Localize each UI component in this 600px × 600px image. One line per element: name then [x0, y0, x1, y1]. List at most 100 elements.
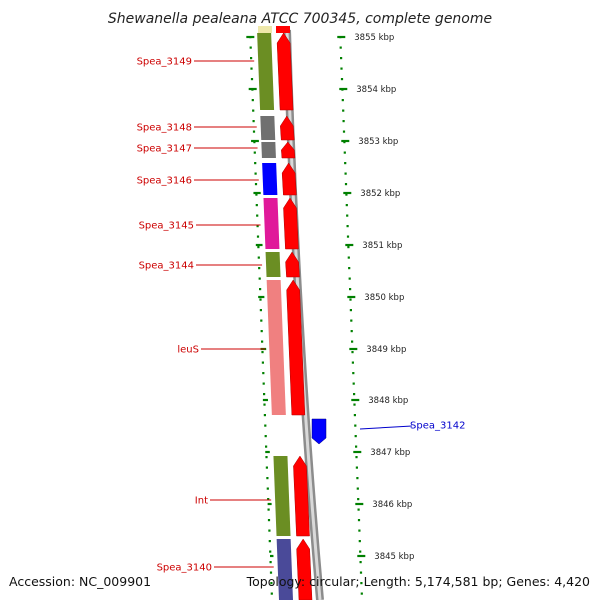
- outer-track-dot: [355, 445, 358, 448]
- outer-track-dot: [344, 183, 348, 186]
- inner-track-dot: [256, 214, 259, 217]
- inner-track-dot: [263, 414, 266, 417]
- inner-track-dot: [262, 372, 265, 375]
- gene-label: Spea_3148: [137, 123, 192, 134]
- inner-track-dot: [259, 298, 262, 301]
- outer-track-dot: [342, 130, 346, 133]
- outer-track-dot: [351, 361, 354, 364]
- accession-text: Accession: NC_009901: [9, 574, 152, 589]
- inner-track-dot: [259, 309, 262, 312]
- kbp-tick-label: 3854 kbp: [356, 85, 396, 95]
- outer-track-dot: [340, 57, 343, 60]
- outer-track-dot: [349, 288, 352, 291]
- gene-block: [260, 116, 276, 140]
- gene-label: Spea_3140: [157, 563, 212, 574]
- outer-track-dot: [356, 487, 359, 490]
- label-layer: Spea_3149 Spea_3148 Spea_3147 Spea_3146 Spea…: [137, 57, 466, 574]
- outer-track-dot: [345, 204, 348, 207]
- outer-track-dot: [357, 519, 361, 522]
- inner-track-dot: [260, 319, 263, 322]
- kbp-tick-label: 3848 kbp: [368, 396, 408, 406]
- gene-leader-line: [359, 425, 413, 430]
- outer-track-dot: [357, 508, 360, 511]
- inner-track-dot: [261, 340, 264, 343]
- outer-track-dot: [360, 592, 363, 595]
- outer-track-dot: [356, 477, 359, 480]
- outer-track-dot: [359, 561, 362, 564]
- outer-track-dot: [342, 120, 345, 123]
- inner-track-dot: [254, 183, 258, 186]
- inner-track-dot: [251, 99, 254, 102]
- outer-track-dot: [358, 540, 361, 543]
- gene-block: [257, 33, 275, 110]
- gene-block: [265, 252, 281, 277]
- outer-track-dot: [360, 582, 363, 585]
- inner-track-dot: [250, 78, 254, 81]
- kbp-tick-label: 3853 kbp: [358, 137, 398, 147]
- inner-track-dot: [252, 109, 255, 112]
- outer-track-dot: [349, 298, 352, 301]
- kbp-tick-label: 3847 kbp: [370, 448, 410, 458]
- outer-track-dot: [359, 550, 362, 553]
- outer-track-dot: [342, 109, 345, 112]
- inner-track-dot: [252, 120, 255, 123]
- outer-track-dot: [352, 382, 355, 385]
- outer-track-dot: [346, 235, 350, 238]
- inner-track-dot: [254, 162, 257, 165]
- inner-track-dot: [254, 172, 257, 175]
- outer-track-dot: [339, 46, 342, 49]
- inner-track-dot: [262, 382, 265, 385]
- outer-track-dot: [353, 393, 356, 396]
- gene-block: [262, 163, 278, 195]
- inner-track-dot: [255, 193, 258, 196]
- inner-track-dot: [261, 351, 264, 354]
- outer-track-dot: [352, 372, 355, 375]
- kbp-tick-label: 3852 kbp: [360, 189, 400, 199]
- inner-track-dot: [261, 361, 264, 364]
- gene-arrow: [281, 162, 297, 196]
- kbp-tick-label: 3846 kbp: [372, 500, 412, 510]
- gene-label: Spea_3147: [137, 144, 192, 155]
- inner-track-dot: [269, 571, 273, 574]
- inner-track-dot: [260, 330, 263, 333]
- genome-title: Shewanella pealeana ATCC 700345, complet…: [108, 11, 492, 27]
- inner-track-dot: [265, 466, 268, 469]
- outer-track-dot: [351, 351, 354, 354]
- outer-track-dot: [346, 225, 349, 228]
- kbp-tick-label: 3850 kbp: [364, 293, 404, 303]
- gene-block: [276, 539, 293, 600]
- outer-track-dot: [346, 214, 349, 217]
- gene-label: Spea_3144: [139, 261, 194, 272]
- inner-track-dot: [258, 277, 261, 280]
- outer-track-dot: [359, 571, 363, 574]
- gene-arrow: [281, 141, 296, 159]
- outer-track-dot: [354, 424, 357, 427]
- outer-track-dot: [350, 319, 353, 322]
- gene-arrow: [296, 538, 313, 600]
- inner-track-dot: [270, 592, 273, 595]
- inner-track-dot: [267, 508, 270, 511]
- inner-track-dot: [265, 456, 268, 459]
- gene-arrow: [286, 279, 306, 416]
- outer-track-dot: [355, 456, 358, 459]
- inner-track-dot: [269, 550, 272, 553]
- outer-track-dot: [348, 277, 351, 280]
- outer-track-dot: [358, 529, 361, 532]
- outer-track-dot: [357, 498, 360, 501]
- gene-layer: [257, 26, 327, 600]
- inner-track-dot: [250, 67, 253, 70]
- outer-track-dot: [343, 151, 346, 154]
- gene-label: Int: [195, 496, 208, 507]
- inner-track-dot: [264, 435, 267, 438]
- inner-track-dot: [255, 204, 258, 207]
- kbp-tick-label: 3849 kbp: [366, 345, 406, 355]
- gene-block: [258, 26, 272, 33]
- tick-layer: 3855 kbp 3854 kbp 3853 kbp 3852 kbp 3851 kbp…: [246, 33, 414, 595]
- kbp-tick-label: 3851 kbp: [362, 241, 402, 251]
- inner-track-dot: [265, 445, 268, 448]
- kbp-tick-label: 3845 kbp: [374, 552, 414, 562]
- inner-track-dot: [256, 225, 259, 228]
- outer-track-dot: [344, 162, 347, 165]
- outer-track-dot: [340, 78, 344, 81]
